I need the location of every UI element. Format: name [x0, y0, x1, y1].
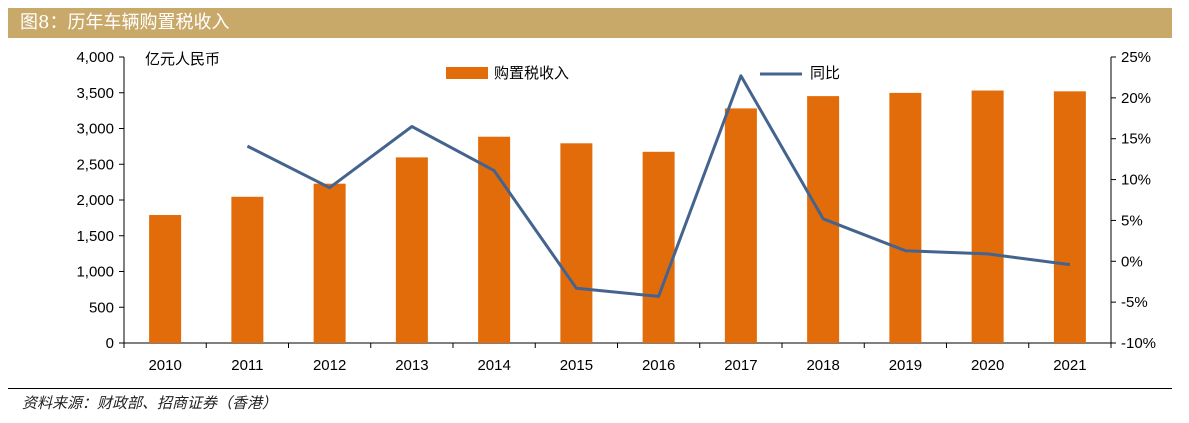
bar — [889, 92, 922, 343]
bar-series — [149, 90, 1086, 343]
bar — [231, 196, 264, 343]
bar — [1053, 91, 1086, 343]
right-tick-label: -5% — [1121, 294, 1148, 311]
x-tick-label: 2015 — [560, 357, 593, 374]
line-series — [246, 74, 1071, 298]
chart-title: 图8：历年车辆购置税收入 — [8, 8, 1172, 38]
x-tick-label: 2019 — [889, 357, 922, 374]
left-tick-label: 4,000 — [76, 49, 114, 66]
x-tick-label: 2021 — [1053, 357, 1086, 374]
bar — [313, 183, 346, 343]
yoy-line — [246, 74, 1071, 298]
left-tick-label: 2,500 — [76, 156, 114, 173]
right-tick-label: 5% — [1121, 212, 1143, 229]
legend-bar-swatch — [446, 67, 488, 79]
left-tick-label: 0 — [106, 335, 114, 352]
x-tick-label: 2014 — [477, 357, 510, 374]
source-note: 资料来源：财政部、招商证券（香港） — [22, 394, 278, 412]
left-tick-label: 500 — [89, 299, 114, 316]
y-axis-unit: 亿元人民币 — [145, 51, 220, 68]
left-axis: 0 500 1,000 1,500 2,000 2,500 3,000 3,500 4,000 — [76, 49, 125, 352]
x-axis: 2010 2011 2012 2013 2014 2015 2016 2017 2018 2019… — [123, 342, 1112, 374]
x-tick-label: 2016 — [642, 357, 675, 374]
x-tick-label: 2017 — [724, 357, 757, 374]
left-tick-label: 1,500 — [76, 228, 114, 245]
footer-rule — [8, 388, 1172, 389]
x-tick-label: 2018 — [806, 357, 839, 374]
legend-line-label: 同比 — [810, 65, 840, 82]
right-tick-label: 10% — [1121, 172, 1151, 189]
bar — [971, 90, 1004, 343]
x-tick-label: 2010 — [148, 357, 181, 374]
x-tick-label: 2020 — [971, 357, 1004, 374]
bar — [724, 108, 757, 343]
right-tick-label: 15% — [1121, 131, 1151, 148]
x-tick-label: 2012 — [313, 357, 346, 374]
left-tick-label: 3,000 — [76, 121, 114, 138]
right-tick-label: 20% — [1121, 90, 1151, 107]
bar — [642, 151, 675, 343]
x-tick-label: 2013 — [395, 357, 428, 374]
bar — [560, 143, 593, 343]
bar — [395, 157, 428, 343]
right-axis: -10% -5% 0% 5% 10% 15% 20% 25% — [1110, 49, 1156, 352]
right-tick-label: -10% — [1121, 335, 1156, 352]
left-tick-label: 1,000 — [76, 264, 114, 281]
right-tick-label: 25% — [1121, 49, 1151, 66]
left-tick-label: 2,000 — [76, 192, 114, 209]
legend-bar-label: 购置税收入 — [494, 65, 569, 82]
right-tick-label: 0% — [1121, 253, 1143, 270]
left-tick-label: 3,500 — [76, 85, 114, 102]
x-tick-label: 2011 — [231, 357, 263, 374]
bar — [149, 215, 182, 343]
bar — [478, 136, 511, 343]
legend: 购置税收入 同比 — [446, 65, 840, 82]
